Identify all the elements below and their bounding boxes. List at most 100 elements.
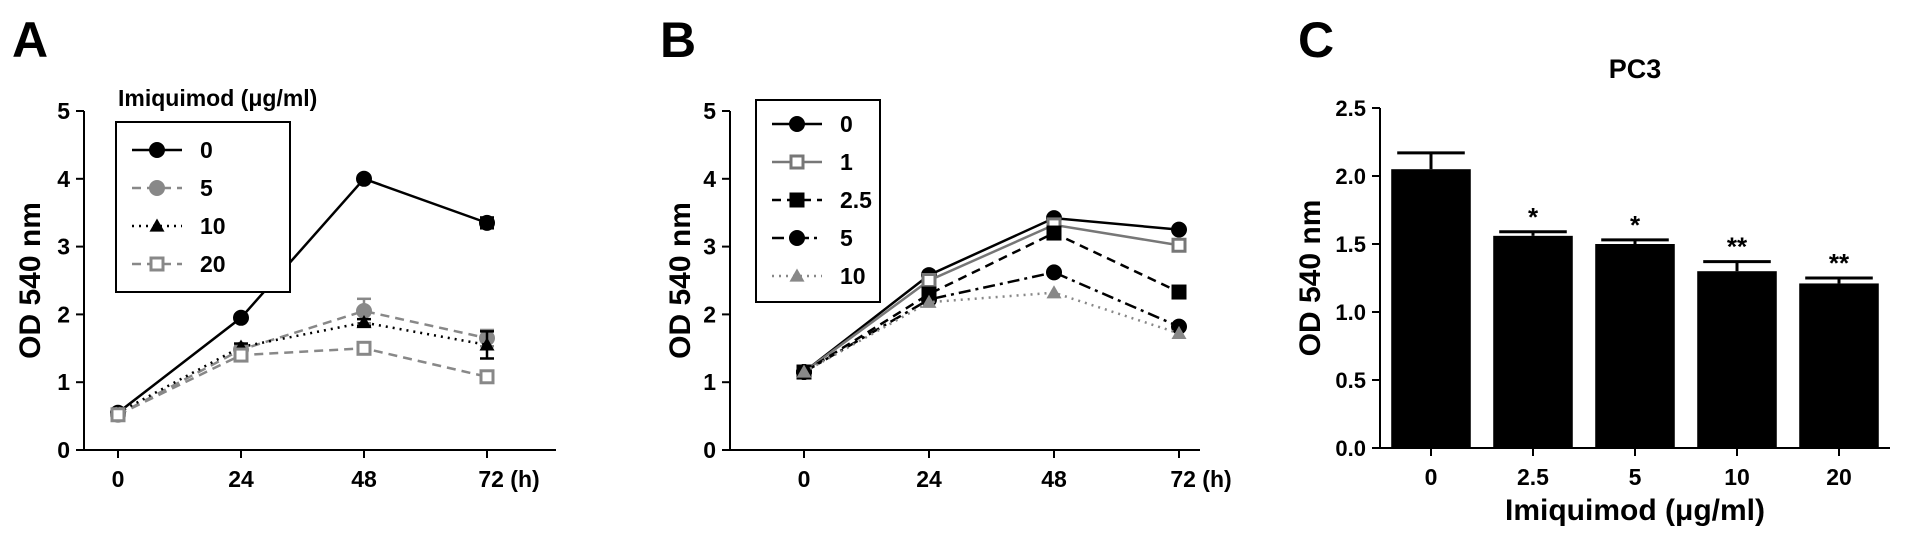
data-point-5: [1046, 264, 1062, 281]
data-point-20: [233, 347, 249, 363]
bar-10: [1697, 271, 1777, 448]
y-tick-label: 5: [57, 98, 70, 124]
x-tick-label: 48: [1041, 466, 1067, 492]
y-tick-label: 2.0: [1335, 164, 1366, 189]
legend-title: Imiquimod (μg/ml): [118, 85, 317, 111]
significance-mark: **: [1829, 248, 1850, 278]
legend-marker-0: [789, 116, 805, 132]
data-point-10: [921, 294, 937, 308]
legend-label-0: 0: [840, 111, 853, 137]
y-axis-label: OD 540 nm: [1294, 200, 1327, 357]
x-tick-label: 24: [916, 466, 942, 492]
y-tick-label: 2: [703, 301, 716, 327]
y-tick-label: 1.0: [1335, 300, 1366, 325]
y-tick-label: 1: [703, 369, 716, 395]
data-point-10: [1171, 325, 1187, 340]
y-tick-label: 1: [57, 369, 70, 395]
y-tick-label: 3: [57, 234, 70, 260]
x-tick-label: 20: [1826, 464, 1852, 490]
bar-5: [1595, 244, 1675, 448]
bar-20: [1799, 283, 1879, 448]
legend-marker-1: [789, 154, 805, 170]
legend-marker-20: [149, 256, 165, 272]
x-tick-label: 0: [112, 466, 125, 492]
y-tick-label: 2.5: [1335, 96, 1366, 121]
legend-marker-5: [789, 230, 805, 246]
legend-label-2.5: 2.5: [840, 187, 872, 213]
x-tick-label: 48: [351, 466, 377, 492]
legend: 0 5 10 20: [115, 121, 291, 293]
x-tick-label: 2.5: [1517, 464, 1549, 490]
y-tick-label: 0: [57, 437, 70, 463]
bar-0: [1391, 169, 1471, 448]
y-axis-label: OD 540 nm: [664, 202, 697, 359]
legend-label-0: 0: [200, 137, 213, 163]
significance-mark: *: [1528, 202, 1539, 232]
legend-label-20: 20: [200, 251, 226, 277]
y-tick-label: 1.5: [1335, 232, 1366, 257]
legend-marker-10: [789, 268, 805, 282]
panel-letter-b: B: [660, 12, 696, 68]
legend-label-5: 5: [200, 175, 213, 201]
y-tick-label: 0.0: [1335, 436, 1366, 461]
panel-letter-a: A: [12, 12, 48, 68]
data-point-2.5: [1046, 225, 1062, 241]
data-point-10: [796, 364, 812, 378]
y-tick-label: 4: [57, 166, 70, 192]
data-point-0: [1171, 221, 1187, 238]
data-point-1: [1171, 237, 1187, 253]
x-tick-label: 72 (h): [478, 466, 539, 492]
series-line-10: [803, 291, 1180, 374]
panel-letter-c: C: [1298, 12, 1334, 68]
series-line-0: [803, 216, 1180, 374]
x-tick-label: 0: [1425, 464, 1438, 490]
significance-mark: *: [1630, 210, 1641, 240]
panel-a-chart: 0 1 2 3 4 5 0 24 48 72 (h) OD 540 nm 0 5 10 20 Imiquimo…: [14, 85, 556, 492]
legend-label-5: 5: [840, 225, 853, 251]
legend-marker-10: [149, 218, 165, 232]
y-tick-label: 0.5: [1335, 368, 1366, 393]
x-tick-label: 24: [228, 466, 254, 492]
x-axis-label: Imiquimod (μg/ml): [1505, 494, 1765, 527]
y-tick-label: 0: [703, 437, 716, 463]
data-point-1: [921, 273, 937, 288]
data-point-2.5: [1171, 284, 1187, 300]
data-point-20: [110, 407, 126, 423]
y-tick-label: 5: [703, 98, 716, 124]
y-tick-label: 3: [703, 234, 716, 260]
x-tick-label: 0: [798, 466, 811, 492]
data-point-20: [479, 369, 495, 385]
data-point-0: [479, 214, 495, 231]
y-tick-label: 4: [703, 166, 716, 192]
data-point-10: [479, 337, 495, 351]
data-point-10: [356, 315, 372, 329]
series-line-20: [117, 347, 488, 416]
panel-c-chart: 0.0 0.5 1.0 1.5 2.0 2.5 0 2.5 * 5 * 10 ** 20 ** PC3 Imiq…: [1294, 54, 1890, 527]
y-axis-label: OD 540 nm: [14, 202, 47, 359]
series-line-5: [803, 271, 1180, 374]
legend-marker-2.5: [789, 192, 805, 208]
legend-label-10: 10: [840, 263, 866, 289]
significance-mark: **: [1727, 232, 1748, 262]
x-tick-label: 10: [1724, 464, 1750, 490]
bar-2.5: [1493, 235, 1573, 448]
legend-marker-5: [149, 180, 165, 196]
data-point-10: [1046, 285, 1062, 299]
legend-label-1: 1: [840, 149, 853, 175]
legend: 0 1 2.5 5 10: [755, 99, 881, 303]
x-tick-label: 5: [1629, 464, 1642, 490]
series-line-1: [803, 223, 1180, 374]
y-tick-label: 2: [57, 301, 70, 327]
chart-title: PC3: [1609, 54, 1662, 84]
data-point-0: [356, 170, 372, 187]
series-line-0: [117, 177, 488, 414]
series-line-10: [117, 321, 488, 414]
series-line-2.5: [803, 231, 1180, 374]
legend-label-10: 10: [200, 213, 226, 239]
data-point-20: [356, 340, 372, 356]
legend-marker-0: [149, 142, 165, 158]
x-tick-label: 72 (h): [1170, 466, 1231, 492]
series-line-5: [117, 309, 488, 416]
panel-b-chart: 0 1 2 3 4 5 0 24 48 72 (h) OD 540 nm 0 1 2.5 5 10: [664, 98, 1232, 492]
